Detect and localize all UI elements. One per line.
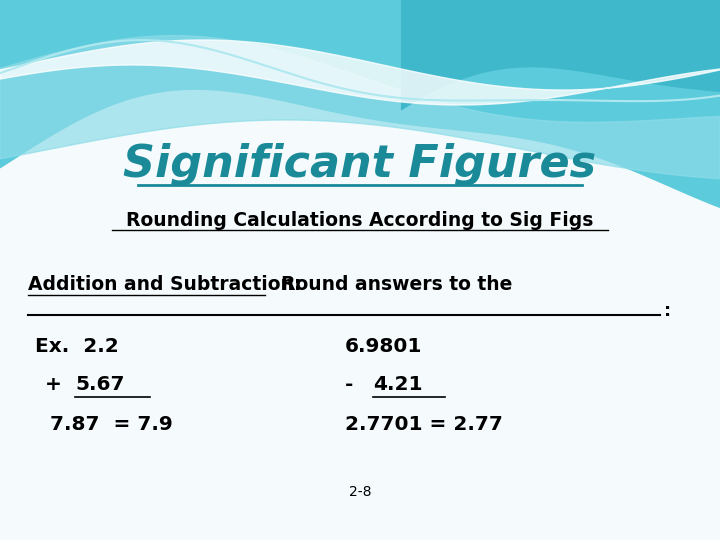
Text: 7.87  = 7.9: 7.87 = 7.9 [50, 415, 173, 435]
Text: +: + [45, 375, 62, 395]
Text: 4.21: 4.21 [373, 375, 423, 395]
Text: 6.9801: 6.9801 [345, 338, 423, 356]
Text: Rounding Calculations According to Sig Figs: Rounding Calculations According to Sig F… [126, 211, 594, 229]
Text: 5.67: 5.67 [75, 375, 125, 395]
Text: :: : [664, 302, 671, 320]
Text: 2.7701 = 2.77: 2.7701 = 2.77 [345, 415, 503, 435]
Text: Round answers to the: Round answers to the [268, 275, 513, 294]
Text: Significant Figures: Significant Figures [123, 144, 597, 186]
Text: Ex.  2.2: Ex. 2.2 [35, 338, 119, 356]
Text: -: - [345, 375, 354, 395]
Text: 2-8: 2-8 [348, 485, 372, 499]
Text: Addition and Subtraction:: Addition and Subtraction: [28, 275, 302, 294]
